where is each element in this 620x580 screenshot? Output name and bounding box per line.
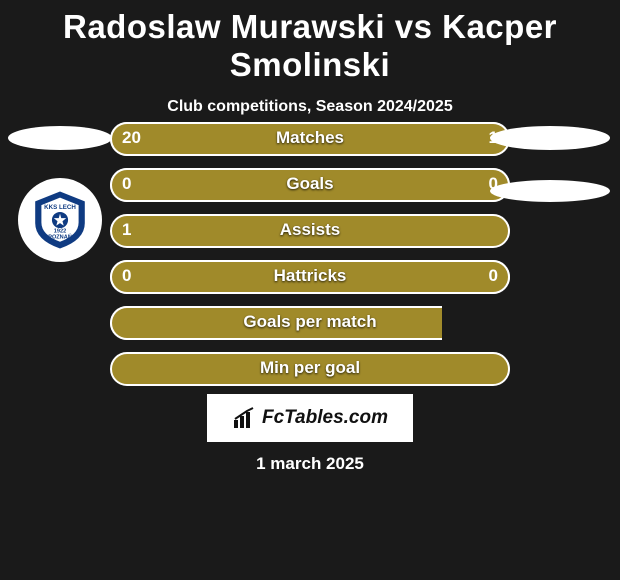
bar-value-left: 1 bbox=[122, 220, 131, 240]
lech-poznan-crest-icon: KKS LECH 1922 POZNAŃ bbox=[29, 189, 91, 251]
fctables-logo-icon bbox=[232, 406, 256, 430]
bar-label: Goals per match bbox=[110, 312, 510, 332]
bar-value-right: 0 bbox=[489, 266, 498, 286]
stat-row-goals: Goals0 0 bbox=[110, 162, 510, 206]
bar-value-right: 1 bbox=[489, 128, 498, 148]
subtitle: Club competitions, Season 2024/2025 bbox=[0, 98, 620, 116]
bar-label: Matches bbox=[110, 128, 510, 148]
bar-value-left: 0 bbox=[122, 174, 131, 194]
comparison-bars: Matches201Goals00Assists1Hattricks00Goal… bbox=[110, 116, 510, 392]
badge-text-top: KKS LECH bbox=[44, 204, 76, 211]
stat-row-matches: Matches20 1 bbox=[110, 116, 510, 160]
bar-label: Min per goal bbox=[110, 358, 510, 378]
bar-label: Goals bbox=[110, 174, 510, 194]
fctables-watermark: FcTables.com bbox=[207, 394, 413, 442]
bar-value-left: 0 bbox=[122, 266, 131, 286]
fctables-label: FcTables.com bbox=[262, 407, 388, 429]
stat-row-hattricks: Hattricks0 0 bbox=[110, 254, 510, 298]
page-title: Radoslaw Murawski vs Kacper Smolinski bbox=[0, 0, 620, 84]
bar-value-right: 0 bbox=[489, 174, 498, 194]
club-badge-lech-poznan: KKS LECH 1922 POZNAŃ bbox=[18, 178, 102, 262]
bar-value-left: 20 bbox=[122, 128, 141, 148]
bar-label: Assists bbox=[110, 220, 510, 240]
bar-label: Hattricks bbox=[110, 266, 510, 286]
badge-text-year: 1922 bbox=[54, 228, 66, 234]
player-oval-0 bbox=[8, 126, 112, 150]
date-label: 1 march 2025 bbox=[0, 454, 620, 474]
stat-row-min-per-goal: Min per goal bbox=[110, 346, 510, 390]
stat-row-assists: Assists1 bbox=[110, 208, 510, 252]
stat-row-goals-per-match: Goals per match bbox=[110, 300, 510, 344]
